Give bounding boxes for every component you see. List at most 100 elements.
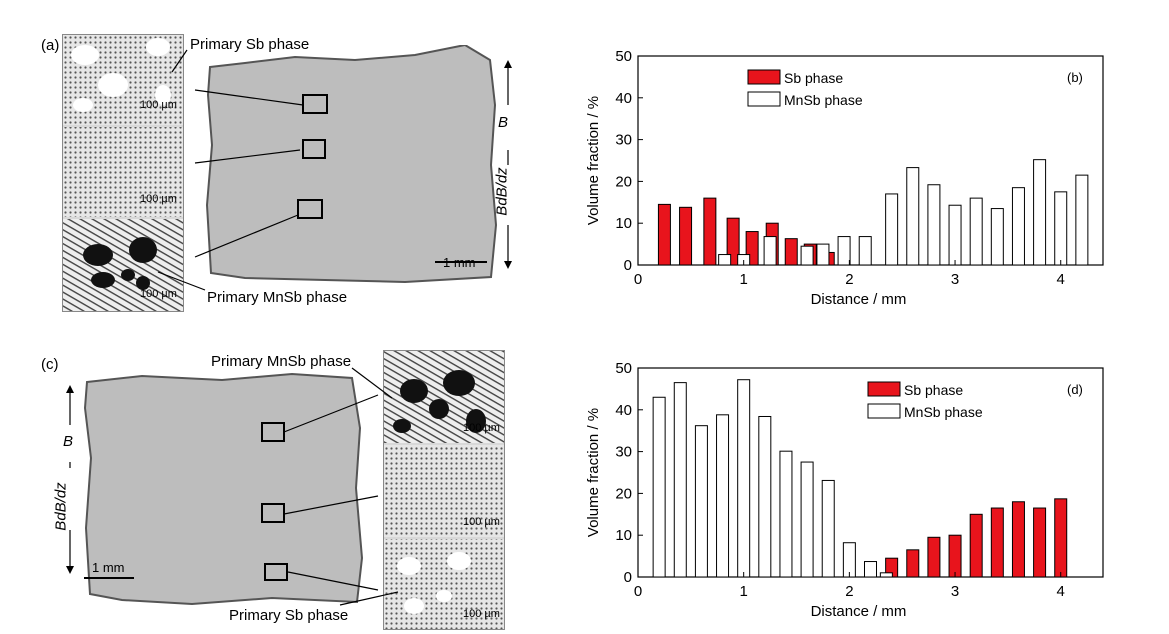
- cd-bar-sb-9: [1054, 498, 1068, 578]
- cb-bar-mnsb-15: [1054, 191, 1068, 266]
- cb-bar-sb-6: [784, 238, 798, 266]
- cd-xtick-label-4: 4: [1057, 583, 1065, 600]
- panel-a-top-phase-label: Primary Sb phase: [190, 36, 310, 53]
- cb-bar-sb-1: [679, 206, 693, 266]
- chart-b-panel-label: (b): [1067, 70, 1083, 85]
- panel-c-scale-main: 1 mm: [92, 560, 125, 575]
- cb-bar-mnsb-11: [969, 197, 983, 266]
- cb-bar-mnsb-12: [990, 208, 1004, 266]
- cd-bar-sb-3: [927, 536, 941, 578]
- cd-bar-mnsb-3: [716, 414, 730, 578]
- cb-bar-mnsb-13: [1011, 187, 1025, 266]
- cd-ytick-label-1: 10: [615, 527, 632, 544]
- cb-bar-mnsb-6: [858, 236, 872, 266]
- cd-ytick-label-5: 50: [615, 360, 632, 377]
- cb-bar-mnsb-10: [948, 204, 962, 266]
- chart-b-ylabel: Volume fraction / %: [585, 96, 602, 225]
- cd-bar-sb-8: [1033, 507, 1047, 578]
- cb-ytick-label-5: 50: [615, 48, 632, 65]
- cb-bar-sb-0: [657, 203, 671, 266]
- chart-b-xlabel: Distance / mm: [811, 291, 907, 308]
- panel-a-scale-inset-2: 100 µm: [140, 193, 177, 205]
- cd-bar-sb-6: [990, 507, 1004, 578]
- chart-b-legend-label-sb: Sb phase: [784, 70, 843, 86]
- chart-d-panel-label: (d): [1067, 382, 1083, 397]
- cd-bar-mnsb-9: [842, 542, 856, 578]
- cb-bar-mnsb-7: [885, 193, 899, 266]
- cb-bar-sb-3: [726, 217, 740, 266]
- cb-ytick-label-0: 0: [624, 257, 632, 274]
- cd-bar-mnsb-0: [652, 396, 666, 578]
- cb-bar-mnsb-9: [927, 184, 941, 266]
- cb-ytick-label-1: 10: [615, 215, 632, 232]
- cb-xtick-label-3: 3: [951, 271, 959, 288]
- panel-c-scale-inset-3: 100 µm: [463, 608, 500, 620]
- chart-d-bars: [652, 379, 1068, 578]
- cb-xtick-label-1: 1: [740, 271, 748, 288]
- panel-c-main-micrograph: [82, 368, 366, 606]
- cd-ytick-label-2: 20: [615, 485, 632, 502]
- cd-bar-mnsb-1: [673, 382, 687, 578]
- cd-bar-sb-2: [906, 549, 920, 578]
- cd-bar-sb-5: [969, 513, 983, 578]
- panel-c-scale-inset-1: 100 µm: [463, 422, 500, 434]
- cd-ytick-label-3: 30: [615, 444, 632, 461]
- cd-bar-mnsb-2: [694, 425, 708, 578]
- cd-bar-mnsb-7: [800, 461, 814, 578]
- chart-d-legend-label-sb: Sb phase: [904, 382, 963, 398]
- cb-bar-mnsb-8: [906, 167, 920, 266]
- cd-bar-mnsb-11: [879, 572, 893, 578]
- cb-xtick-label-4: 4: [1057, 271, 1065, 288]
- panel-c-bottom-phase-label: Primary Sb phase: [229, 607, 349, 624]
- panel-a-scale-inset-1: 100 µm: [140, 99, 177, 111]
- panel-c-insets: [383, 350, 505, 630]
- panel-c-inset-art: [384, 351, 504, 629]
- cd-bar-mnsb-10: [864, 561, 877, 578]
- cb-bar-sb-2: [703, 197, 717, 266]
- cd-bar-mnsb-4: [737, 379, 751, 578]
- cb-bar-mnsb-2: [763, 236, 777, 266]
- cd-bar-mnsb-5: [758, 415, 772, 578]
- cb-bar-mnsb-4: [816, 243, 830, 266]
- panel-c-main-art: [83, 372, 364, 606]
- panel-c-field-label: B: [63, 433, 74, 450]
- cb-bar-mnsb-0: [718, 254, 732, 266]
- cd-bar-mnsb-8: [821, 479, 835, 578]
- panel-a-bottom-phase-label: Primary MnSb phase: [207, 289, 348, 306]
- cd-bar-mnsb-6: [779, 450, 793, 578]
- panel-a-scale-inset-3: 100 µm: [140, 288, 177, 300]
- chart-d-legend-swatch-mnsb: [867, 403, 901, 419]
- chart-b-legend-label-mnsb: MnSb phase: [784, 92, 863, 108]
- cb-ytick-label-2: 20: [615, 173, 632, 190]
- cd-xtick-label-3: 3: [951, 583, 959, 600]
- cb-bar-mnsb-16: [1075, 174, 1089, 266]
- cd-ytick-label-0: 0: [624, 569, 632, 586]
- chart-d-ylabel: Volume fraction / %: [585, 408, 602, 537]
- cb-bar-mnsb-14: [1033, 159, 1047, 266]
- panel-a-field-label: B: [498, 114, 509, 131]
- panel-a-insets: [62, 34, 184, 312]
- cb-ytick-label-4: 40: [615, 90, 632, 107]
- cd-xtick-label-1: 1: [740, 583, 748, 600]
- chart-d-xlabel: Distance / mm: [811, 603, 907, 620]
- cd-xtick-label-0: 0: [634, 583, 642, 600]
- panel-a-letter: (a): [41, 37, 60, 54]
- cd-ytick-label-4: 40: [615, 402, 632, 419]
- panel-c-top-phase-label: Primary MnSb phase: [211, 353, 352, 370]
- cb-bar-mnsb-5: [837, 236, 851, 266]
- chart-b-bars: [657, 159, 1089, 266]
- cb-xtick-label-0: 0: [634, 271, 642, 288]
- panel-a-scale-main: 1 mm: [443, 255, 476, 270]
- cb-ytick-label-3: 30: [615, 132, 632, 149]
- cd-bar-sb-4: [948, 534, 962, 578]
- cb-bar-mnsb-3: [800, 245, 814, 266]
- chart-b-legend-swatch-mnsb: [747, 91, 781, 107]
- cd-xtick-label-2: 2: [845, 583, 853, 600]
- cb-xtick-label-2: 2: [845, 271, 853, 288]
